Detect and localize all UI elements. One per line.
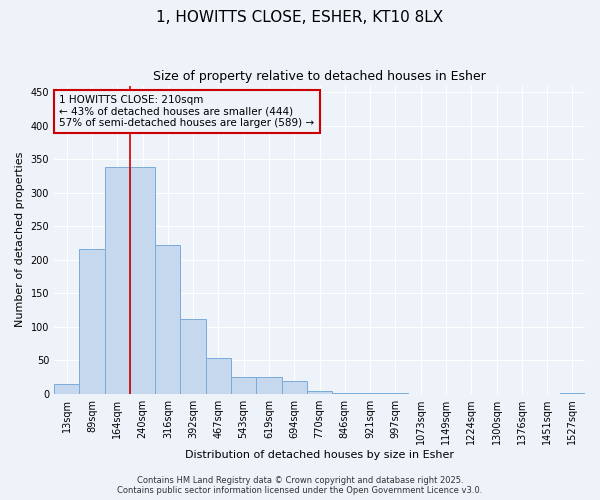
Bar [155,245,181,394]
Bar [307,390,332,394]
Bar [181,319,206,394]
Text: 1 HOWITTS CLOSE: 210sqm
← 43% of detached houses are smaller (444)
57% of semi-d: 1 HOWITTS CLOSE: 210sqm ← 43% of detache… [59,95,314,128]
Bar [256,377,281,394]
Bar [332,392,358,394]
Bar [79,249,104,394]
Bar [206,358,231,394]
Bar [560,392,585,394]
Title: Size of property relative to detached houses in Esher: Size of property relative to detached ho… [153,70,486,83]
Y-axis label: Number of detached properties: Number of detached properties [15,152,25,328]
Text: 1, HOWITTS CLOSE, ESHER, KT10 8LX: 1, HOWITTS CLOSE, ESHER, KT10 8LX [157,10,443,25]
X-axis label: Distribution of detached houses by size in Esher: Distribution of detached houses by size … [185,450,454,460]
Bar [104,168,130,394]
Bar [130,168,155,394]
Bar [54,384,79,394]
Text: Contains HM Land Registry data © Crown copyright and database right 2025.
Contai: Contains HM Land Registry data © Crown c… [118,476,482,495]
Bar [231,376,256,394]
Bar [281,381,307,394]
